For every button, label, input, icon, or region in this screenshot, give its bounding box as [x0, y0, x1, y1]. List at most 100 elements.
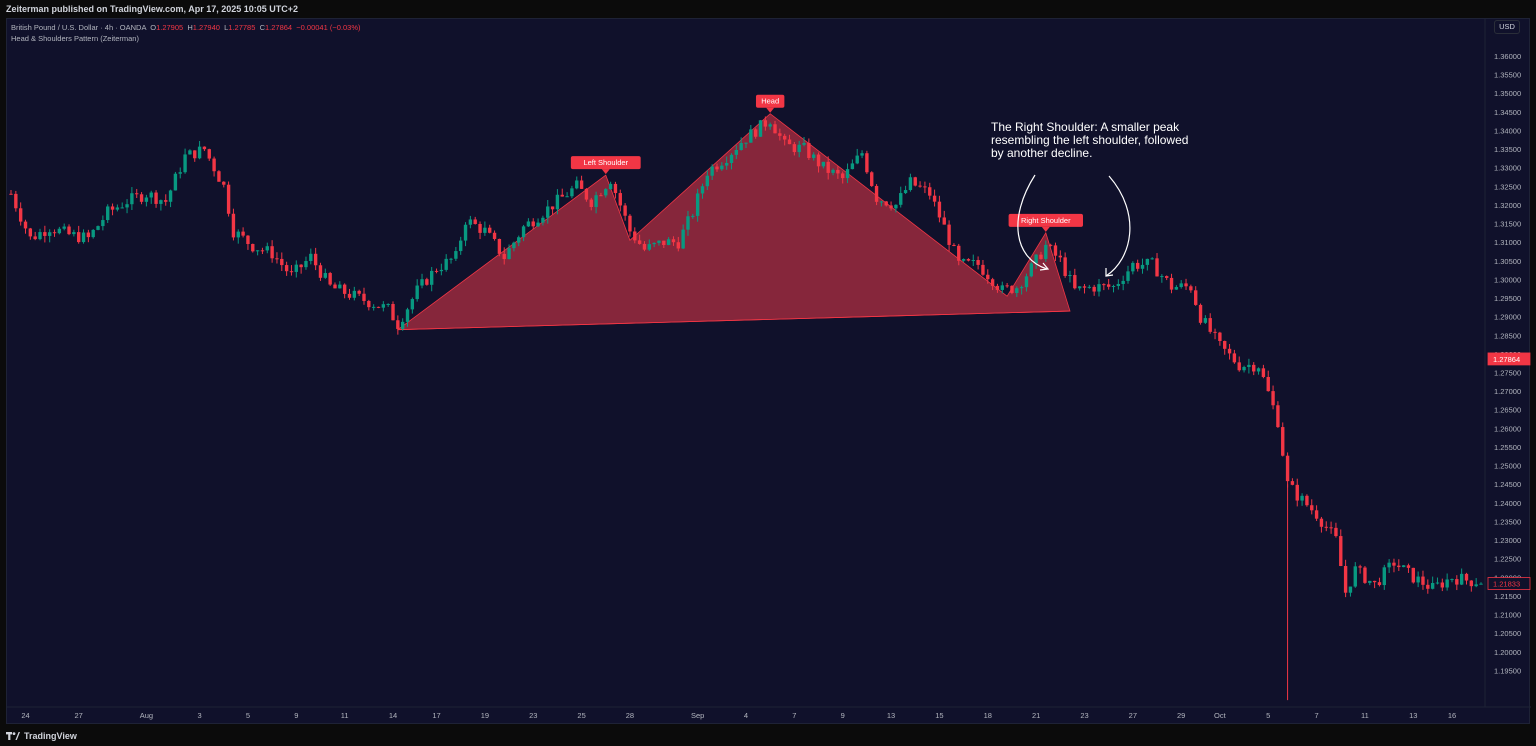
candle [1068, 270, 1072, 283]
candle [1324, 521, 1328, 532]
candle [1474, 578, 1478, 588]
candle [193, 150, 197, 162]
candle-body [294, 264, 298, 272]
candle-body [1392, 562, 1396, 566]
time-tick-label: 23 [1080, 711, 1088, 720]
price-chart[interactable]: Left Shoulder Head Right Shoulder The Righ… [7, 19, 1531, 725]
candle-body [1363, 567, 1367, 583]
candle-body [1189, 286, 1193, 291]
candle [1024, 273, 1029, 292]
candle [72, 229, 76, 237]
candle [899, 186, 903, 208]
candle-body [173, 173, 178, 191]
price-tick-label: 1.31000 [1494, 238, 1521, 247]
candle [1343, 559, 1348, 598]
candle-body [739, 142, 743, 150]
candle-body [1295, 484, 1299, 501]
price-tick-label: 1.23000 [1494, 536, 1521, 545]
candle [1401, 565, 1406, 568]
candle [400, 318, 405, 331]
candle [289, 265, 294, 276]
candle [367, 299, 371, 311]
candle-body [420, 279, 424, 286]
candle [449, 257, 453, 264]
candle [744, 142, 748, 148]
candle [729, 153, 734, 170]
candle-body [1276, 405, 1280, 428]
candle [468, 215, 473, 229]
candle [947, 220, 951, 252]
candle-body [758, 120, 763, 137]
candle [342, 283, 347, 299]
candle [420, 273, 424, 289]
candle-body [362, 293, 366, 301]
candle [483, 221, 487, 236]
candle-body [207, 149, 211, 159]
candle [932, 189, 937, 207]
candle [739, 137, 743, 151]
candle [700, 183, 705, 199]
candle [1372, 580, 1377, 589]
pattern-label: Left Shoulder [570, 156, 641, 175]
candle [1368, 580, 1372, 586]
tradingview-brand[interactable]: TradingView [6, 731, 77, 741]
candle-body [662, 240, 666, 245]
candle [304, 256, 308, 270]
candle [352, 286, 357, 301]
last-price-badge-text: 1.21833 [1493, 580, 1520, 589]
candle-body [550, 206, 555, 210]
candle [260, 247, 265, 255]
candle-body [101, 220, 105, 227]
candle-body [720, 165, 724, 170]
candle-body [1131, 262, 1135, 272]
price-tick-label: 1.26500 [1494, 406, 1521, 415]
candle [217, 170, 221, 182]
price-tick-label: 1.27000 [1494, 387, 1521, 396]
candle [284, 261, 289, 276]
price-tick-label: 1.22500 [1494, 555, 1521, 564]
time-tick-label: Oct [1214, 711, 1227, 720]
candle-body [1044, 244, 1048, 259]
candle-body [1256, 368, 1261, 372]
candle-body [154, 192, 158, 204]
chart-panel[interactable]: Left Shoulder Head Right Shoulder The Righ… [6, 18, 1531, 725]
candle [1223, 340, 1227, 355]
candle [57, 226, 62, 235]
candle-body [932, 195, 937, 202]
candle-body [623, 205, 627, 216]
legend-ohlc-row: British Pound / U.S. Dollar · 4h · OANDA… [11, 22, 361, 33]
time-tick-label: 18 [984, 711, 992, 720]
price-tick-label: 1.31500 [1494, 220, 1521, 229]
price-tick-label: 1.24000 [1494, 499, 1521, 508]
time-tick-label: Sep [691, 711, 704, 720]
candle [106, 204, 110, 223]
candle [459, 236, 463, 255]
candle-body [990, 279, 995, 286]
candle-body [502, 253, 506, 260]
candle [550, 206, 555, 215]
pattern-label-pointer [766, 107, 775, 113]
candle-body [966, 259, 971, 261]
candle-body [1160, 276, 1164, 278]
candle [275, 252, 279, 264]
candle [391, 301, 395, 321]
candle-body [923, 186, 927, 188]
candle [1111, 284, 1116, 293]
candle [676, 236, 680, 252]
candle-body [700, 186, 705, 194]
time-tick-label: 23 [529, 711, 537, 720]
price-tick-label: 1.20000 [1494, 648, 1521, 657]
legend-open: 1.27905 [156, 23, 184, 32]
candle-body [1179, 283, 1183, 288]
candle [1179, 280, 1183, 289]
candle-body [197, 146, 202, 159]
legend-indicator[interactable]: Head & Shoulders Pattern (Zeiterman) [11, 34, 139, 43]
candle [120, 202, 124, 209]
candle-body [1053, 245, 1058, 256]
candle-body [536, 222, 540, 227]
candle [1044, 240, 1048, 262]
candle-body [255, 250, 260, 252]
candle-body [1406, 565, 1411, 568]
currency-button[interactable]: USD [1494, 20, 1520, 34]
candle-body [463, 224, 468, 241]
